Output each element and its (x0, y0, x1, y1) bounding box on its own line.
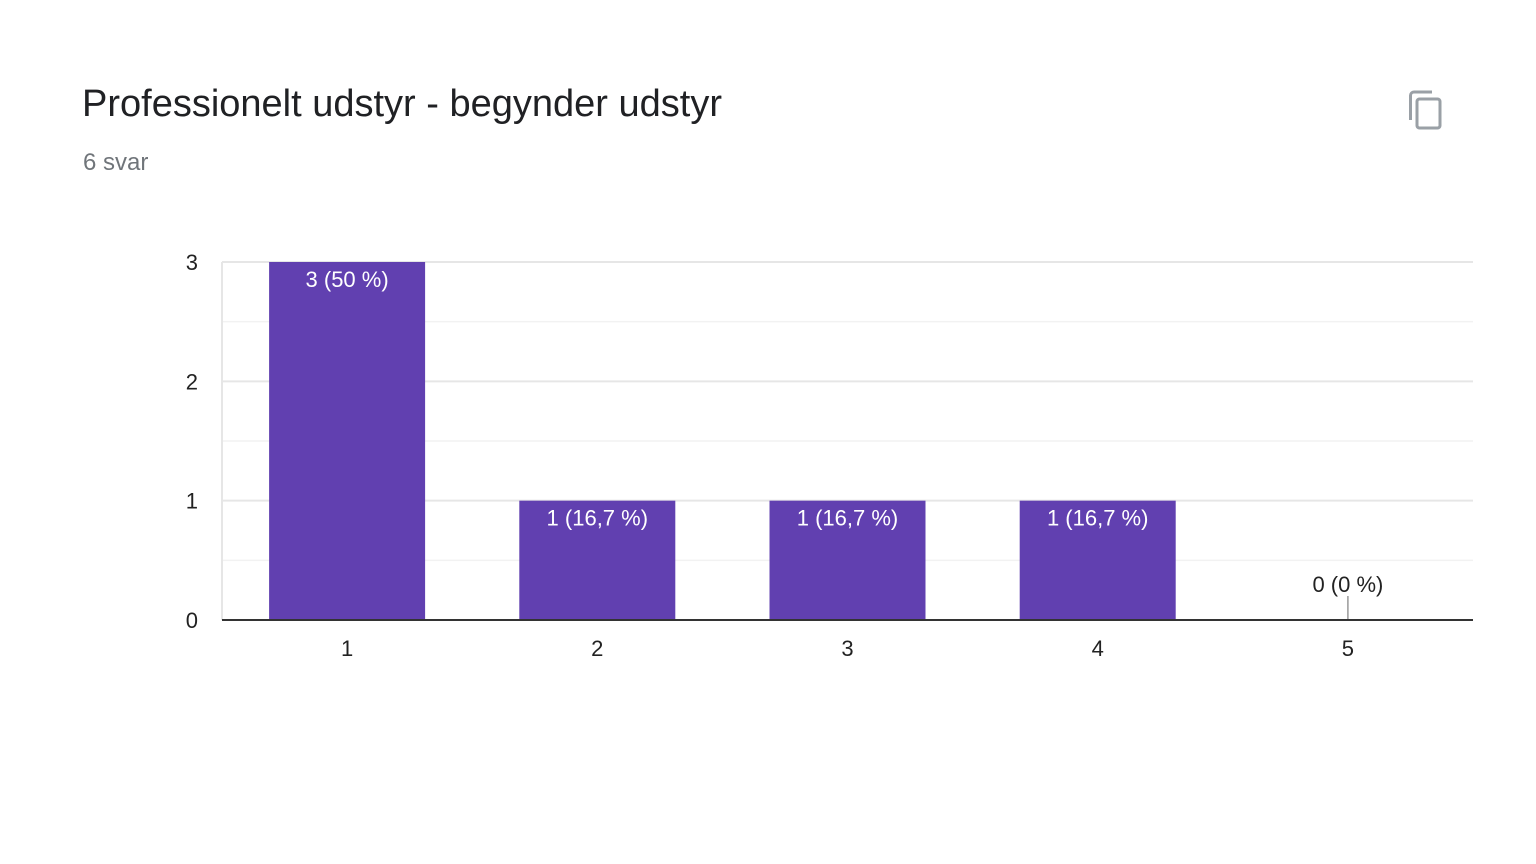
copy-chart-button[interactable] (1400, 84, 1452, 136)
y-tick-label: 2 (186, 369, 198, 394)
bar-data-label: 1 (16,7 %) (1047, 506, 1149, 531)
bar-3[interactable] (769, 500, 926, 620)
chart-grid (221, 261, 1473, 620)
y-tick-label: 1 (186, 489, 198, 514)
copy-icon (1409, 90, 1442, 130)
bar-data-label: 0 (0 %) (1312, 572, 1383, 597)
x-tick-label: 5 (1342, 636, 1354, 661)
bar-2[interactable] (519, 500, 676, 620)
x-tick-label: 4 (1092, 636, 1104, 661)
response-count: 6 svar (83, 149, 149, 176)
bar-data-label: 3 (50 %) (306, 267, 389, 292)
bar-data-label: 1 (16,7 %) (797, 506, 899, 531)
y-tick-label: 3 (186, 250, 198, 275)
bar-4[interactable] (1019, 500, 1176, 620)
chart-labels: 0 1 2 3 3 (50 %) 1 1 (16,7 %) 2 1 (16,7 %) 3 1 (16… (186, 250, 1384, 661)
chart-bars (269, 262, 1349, 620)
y-tick-label: 0 (186, 608, 198, 633)
bar-1[interactable] (269, 262, 426, 620)
x-tick-label: 3 (841, 636, 853, 661)
x-tick-label: 1 (341, 636, 353, 661)
question-title: Professionelt udstyr - begynder udstyr (82, 83, 722, 125)
x-tick-label: 2 (591, 636, 603, 661)
bar-data-label: 1 (16,7 %) (547, 506, 649, 531)
